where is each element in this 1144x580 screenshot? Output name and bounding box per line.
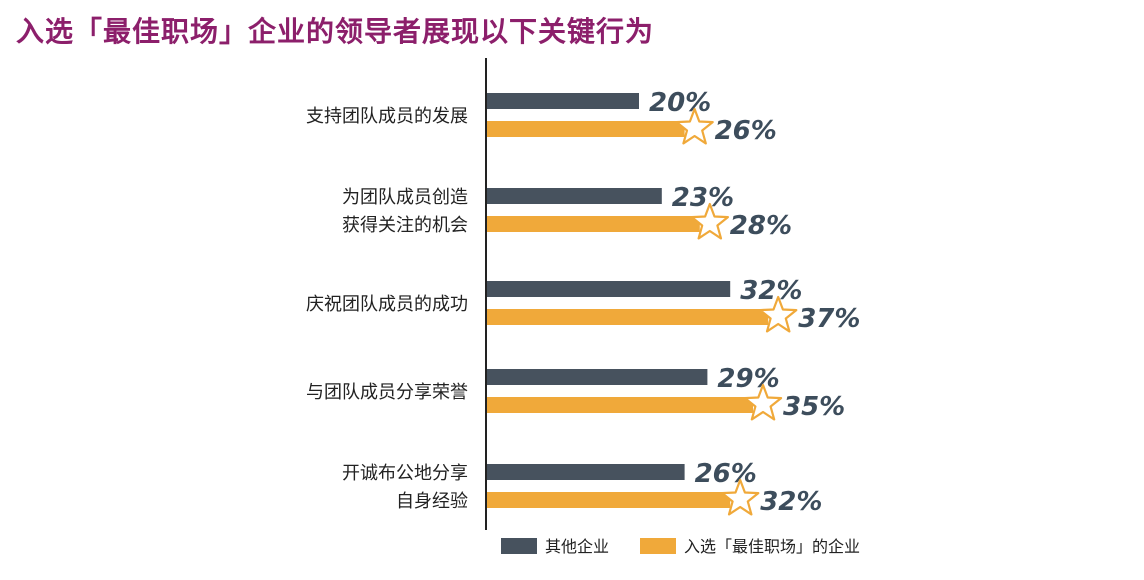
category-label: 获得关注的机会 — [342, 215, 468, 236]
legend-swatch-best — [640, 538, 676, 554]
value-label: 37% — [798, 304, 860, 334]
category-label: 自身经验 — [396, 491, 468, 512]
value-label: 20% — [649, 88, 711, 118]
bar-best-2 — [487, 216, 700, 232]
bar-best-5 — [487, 492, 731, 508]
bar-other-5 — [487, 464, 685, 480]
bar-other-3 — [487, 281, 731, 297]
star-icon — [758, 295, 798, 333]
legend-label: 其他企业 — [545, 537, 609, 556]
star-icon — [690, 202, 730, 240]
bar-other-2 — [487, 188, 662, 204]
bar-other-1 — [487, 93, 639, 109]
star-icon — [675, 107, 714, 145]
value-label: 35% — [783, 392, 845, 422]
star-icon — [743, 383, 783, 421]
value-label: 26% — [715, 116, 777, 146]
category-label: 为团队成员创造 — [342, 187, 468, 208]
bar-best-4 — [487, 397, 753, 413]
value-label: 32% — [740, 276, 802, 306]
value-label: 29% — [717, 364, 779, 394]
legend-label: 入选「最佳职场」的企业 — [684, 537, 860, 556]
value-label: 32% — [760, 487, 822, 517]
star-icon — [720, 478, 760, 516]
category-label: 支持团队成员的发展 — [306, 106, 468, 127]
bar-other-4 — [487, 369, 708, 385]
bar-best-1 — [487, 121, 685, 137]
legend-swatch-other — [501, 538, 537, 554]
category-label: 庆祝团队成员的成功 — [306, 294, 468, 315]
bar-best-3 — [487, 309, 769, 325]
category-label: 开诚布公地分享 — [342, 463, 468, 484]
value-label: 28% — [730, 211, 792, 241]
value-label: 26% — [695, 459, 757, 489]
category-label: 与团队成员分享荣誉 — [306, 382, 468, 403]
chart-title: 入选「最佳职场」企业的领导者展现以下关键行为 — [16, 15, 655, 48]
value-label: 23% — [672, 183, 734, 213]
